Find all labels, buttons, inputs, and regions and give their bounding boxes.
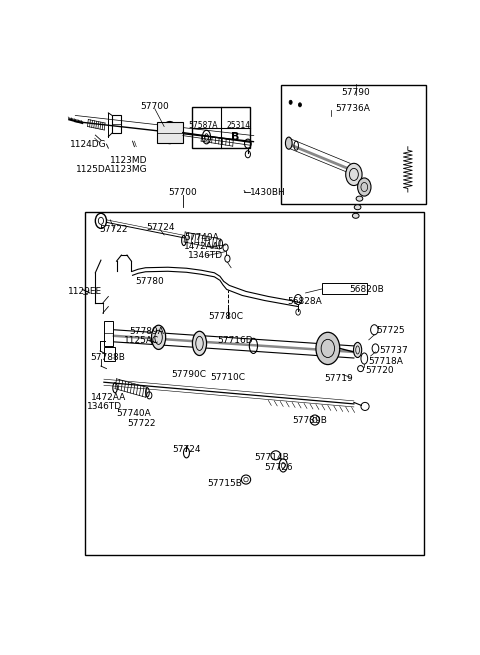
Text: 57790: 57790: [341, 88, 370, 97]
Text: 57724: 57724: [146, 223, 175, 232]
Text: 57789A: 57789A: [129, 328, 164, 336]
Text: 57720: 57720: [365, 365, 394, 375]
Text: 1129EE: 1129EE: [68, 287, 102, 296]
Text: 1472AA: 1472AA: [91, 393, 126, 402]
Text: 57780C: 57780C: [208, 312, 243, 321]
Text: 1346TD: 1346TD: [188, 251, 223, 260]
Ellipse shape: [352, 214, 359, 218]
Text: 57736A: 57736A: [335, 104, 370, 113]
Circle shape: [299, 103, 301, 107]
Bar: [112, 115, 121, 133]
Text: 56820B: 56820B: [349, 285, 384, 294]
Text: 1125AC: 1125AC: [123, 337, 159, 345]
Text: 25314: 25314: [227, 121, 251, 130]
Ellipse shape: [286, 137, 292, 149]
Circle shape: [316, 332, 340, 365]
Circle shape: [289, 100, 292, 104]
Text: 57718A: 57718A: [369, 356, 404, 365]
Text: 57737: 57737: [379, 346, 408, 356]
Text: 57726: 57726: [264, 464, 293, 472]
Text: 1346TD: 1346TD: [87, 402, 122, 411]
Text: 57722: 57722: [128, 419, 156, 428]
Text: 57725: 57725: [376, 326, 405, 335]
Ellipse shape: [192, 331, 206, 356]
Text: 57587A: 57587A: [189, 121, 218, 130]
Text: 1472AA: 1472AA: [184, 242, 219, 251]
Circle shape: [358, 178, 371, 196]
Bar: [192, 107, 250, 148]
Text: 1124DG: 1124DG: [70, 140, 106, 149]
Text: 1123MD: 1123MD: [110, 156, 147, 165]
Text: 1123MG: 1123MG: [110, 165, 148, 174]
Text: 57715B: 57715B: [207, 479, 242, 487]
Text: 1125DA: 1125DA: [76, 165, 111, 174]
Text: B: B: [231, 132, 240, 142]
Bar: [281, 85, 426, 204]
Text: 57710C: 57710C: [210, 373, 245, 382]
Bar: [104, 321, 113, 346]
Ellipse shape: [353, 343, 362, 358]
Text: 57719: 57719: [324, 374, 353, 383]
Text: 57780: 57780: [135, 277, 164, 286]
Text: 1430BH: 1430BH: [250, 187, 286, 196]
Bar: [85, 212, 424, 555]
Text: 57700: 57700: [141, 102, 169, 111]
Text: 57700: 57700: [168, 187, 197, 196]
Text: 57740A: 57740A: [184, 233, 219, 242]
Text: 57724: 57724: [172, 445, 201, 454]
Ellipse shape: [356, 196, 363, 201]
Text: 57790C: 57790C: [171, 370, 206, 379]
Circle shape: [346, 163, 362, 185]
Text: 56828A: 56828A: [287, 297, 322, 306]
Text: 57714B: 57714B: [255, 453, 289, 462]
Ellipse shape: [152, 326, 166, 349]
Bar: [322, 284, 367, 295]
Text: 57740A: 57740A: [116, 409, 151, 419]
Ellipse shape: [354, 204, 361, 210]
Bar: [156, 122, 183, 143]
Text: 57716D: 57716D: [217, 337, 252, 345]
Text: 57788B: 57788B: [90, 352, 125, 362]
Bar: [104, 347, 115, 361]
Text: 57722: 57722: [100, 225, 128, 234]
Text: 57739B: 57739B: [292, 416, 327, 425]
